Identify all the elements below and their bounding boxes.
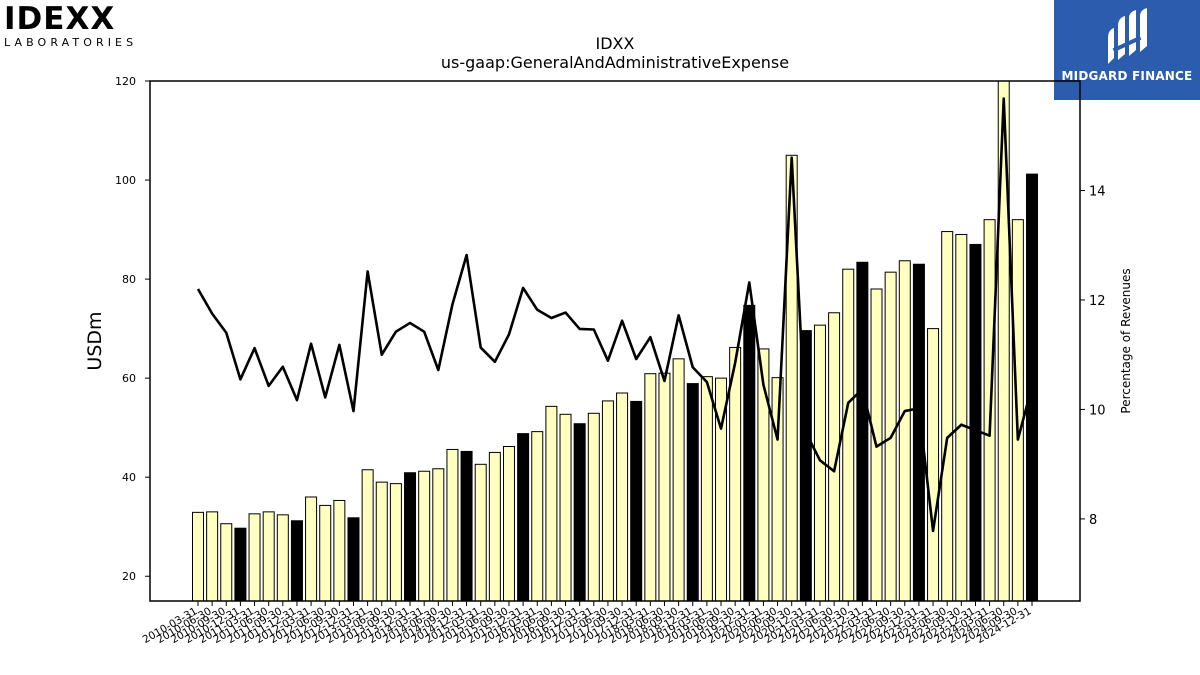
- y-axis: 20 40 60 80 100 120: [115, 75, 150, 583]
- bar-2018-03-31: [644, 373, 657, 602]
- bar-2013-03-31: [361, 469, 374, 602]
- bar-2010-06-30: [206, 511, 219, 602]
- chart-subtitle: us-gaap:GeneralAndAdministrativeExpense: [441, 53, 789, 72]
- y-tick-label: 40: [122, 471, 136, 484]
- y-tick-label: 20: [122, 570, 136, 583]
- bar-2016-09-30: [559, 413, 572, 602]
- bar-2023-06-30: [941, 231, 954, 602]
- bar-2017-12-31: [630, 400, 643, 602]
- bar-2016-12-31: [573, 423, 586, 602]
- bar-2013-12-31: [404, 472, 417, 602]
- bar-2014-12-31: [460, 450, 473, 602]
- bar-2010-03-31: [192, 511, 204, 602]
- revenue-percentage-line: [196, 97, 1034, 533]
- y-tick-label: 60: [122, 372, 136, 385]
- bar-2011-12-31: [290, 520, 303, 602]
- bar-2012-06-30: [319, 504, 332, 602]
- bar-2014-09-30: [446, 448, 459, 602]
- y-tick-label: 120: [115, 75, 136, 88]
- bar-2023-03-31: [927, 328, 940, 602]
- y2-tick-label: 14: [1089, 184, 1106, 199]
- idexx-logo-text: IDEXX: [4, 1, 116, 37]
- midgard-mark-icon: [1108, 8, 1147, 64]
- bar-2015-09-30: [502, 445, 515, 602]
- chart-title: IDXX: [596, 34, 635, 53]
- x-axis: 2010-03-312010-06-302010-09-302010-12-31…: [141, 601, 1034, 646]
- bar-2011-03-31: [248, 513, 261, 602]
- bar-2018-09-30: [672, 358, 685, 602]
- bar-2011-09-30: [276, 514, 289, 602]
- bar-2016-06-30: [545, 405, 558, 602]
- bar-2023-09-30: [955, 234, 968, 602]
- idexx-logo-subtext: LABORATORIES: [4, 36, 138, 49]
- y2-tick-label: 8: [1089, 513, 1097, 528]
- bar-2023-12-31: [969, 243, 982, 602]
- bar-2022-09-30: [898, 260, 911, 602]
- bar-2021-12-31: [856, 261, 869, 602]
- bar-2024-06-30: [997, 80, 1010, 602]
- bar-2012-09-30: [333, 499, 346, 602]
- line-layer: [196, 97, 1034, 533]
- bar-2020-06-30: [771, 377, 784, 602]
- bar-2013-06-30: [375, 481, 388, 602]
- plot-frame: [149, 80, 1081, 602]
- bar-2015-06-30: [488, 451, 501, 602]
- bar-2010-09-30: [220, 523, 233, 602]
- bar-2021-09-30: [842, 268, 855, 602]
- midgard-logo-text: MIDGARD FINANCE: [1061, 69, 1193, 83]
- bar-2017-03-31: [587, 412, 600, 602]
- bar-2012-12-31: [347, 517, 360, 602]
- y2-tick-label: 10: [1089, 403, 1106, 418]
- bar-2015-12-31: [517, 433, 530, 602]
- bar-2015-03-31: [474, 463, 487, 602]
- bar-2014-03-31: [418, 470, 431, 602]
- y2-axis: 8 10 12 14: [1080, 184, 1106, 528]
- bar-2017-06-30: [601, 400, 614, 602]
- bars-layer: [192, 80, 1038, 602]
- bar-2014-06-30: [432, 468, 445, 602]
- y-axis-label: USDm: [84, 311, 106, 370]
- y2-axis-label: Percentage of Revenues: [1119, 268, 1133, 413]
- bar-2017-09-30: [616, 392, 629, 602]
- y2-tick-label: 12: [1089, 294, 1106, 309]
- bar-2019-03-31: [700, 376, 713, 602]
- bar-2013-09-30: [389, 483, 402, 602]
- midgard-finance-logo: MIDGARD FINANCE: [1054, 0, 1200, 100]
- bar-2018-12-31: [686, 383, 699, 602]
- y-tick-label: 100: [115, 174, 136, 187]
- y-tick-label: 80: [122, 273, 136, 286]
- bar-2010-12-31: [234, 527, 247, 602]
- bar-2018-06-30: [658, 372, 671, 602]
- idexx-logo: IDEXX LABORATORIES: [4, 4, 154, 50]
- bar-2011-06-30: [262, 511, 275, 602]
- bar-2012-03-31: [305, 496, 318, 602]
- bar-2019-12-31: [743, 304, 756, 602]
- bar-2016-03-31: [531, 431, 544, 602]
